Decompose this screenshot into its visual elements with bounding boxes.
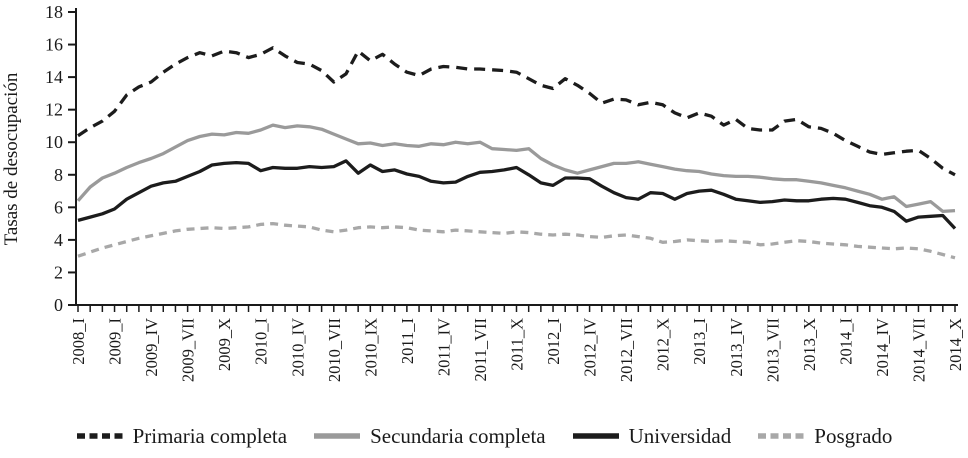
x-tick-label: 2010_I [252, 318, 271, 365]
legend-label-universidad: Universidad [628, 423, 732, 448]
legend-label-posgrado: Posgrado [814, 423, 893, 448]
series-line-posgrado [77, 221, 956, 260]
x-tick-label: 2009_I [106, 318, 125, 365]
chart-plot-area: 0 2 4 6 8 10 12 14 16 18 2008_I 2009_I 2009_IV 2009_… [1, 2, 965, 382]
y-axis: 0 2 4 6 8 10 12 14 16 18 [45, 2, 77, 315]
x-axis: 2008_I 2009_I 2009_IV 2009_VII 2009_X 2010_I 2… [69, 304, 965, 382]
x-tick-label: 2013_I [690, 318, 709, 365]
dashed-gray-line-sample [758, 433, 805, 439]
legend-label-secundaria: Secundaria completa [370, 423, 546, 448]
x-tick-label: 2012_IV [581, 318, 600, 377]
x-tick-label: 2012_VII [617, 318, 636, 382]
x-tick-label: 2010_VII [325, 318, 344, 382]
series-line-secundaria-completa [76, 123, 956, 214]
x-tick-label: 2014_I [836, 318, 855, 365]
y-tick-label: 2 [54, 262, 63, 282]
y-tick-label: 18 [45, 2, 63, 22]
x-tick-label: 2010_IV [288, 318, 307, 377]
legend-label-primaria: Primaria completa [132, 423, 288, 448]
legend-item-universidad: Universidad [572, 423, 732, 449]
y-tick-label: 8 [54, 165, 63, 185]
x-tick-label: 2013_X [800, 318, 819, 371]
x-tick-label: 2013_VII [763, 318, 782, 382]
y-tick-label: 10 [45, 132, 63, 152]
solid-gray-line-sample [314, 433, 361, 439]
series-line-primaria-completa [77, 46, 956, 177]
x-tick-label: 2011_X [508, 318, 527, 371]
x-tick-label: 2009_X [215, 318, 234, 371]
x-tick-label: 2012_I [544, 318, 563, 365]
x-tick-label: 2014_VII [909, 318, 928, 382]
x-tick-label: 2011_I [398, 318, 417, 364]
solid-black-line-sample [572, 433, 619, 439]
y-tick-label: 12 [45, 100, 63, 120]
legend-item-posgrado: Posgrado [757, 424, 892, 449]
x-tick-label: 2011_IV [434, 318, 453, 376]
x-tick-label: 2014_X [946, 318, 965, 371]
x-tick-label: 2008_I [69, 318, 88, 365]
dashed-black-line-sample [76, 433, 123, 439]
data-series-lines [76, 46, 957, 260]
x-tick-label: 2009_IV [142, 318, 161, 377]
y-axis-title: Tasas de desocupación [1, 72, 22, 245]
y-tick-label: 16 [45, 35, 63, 55]
x-tick-label: 2010_IX [361, 318, 380, 377]
y-tick-label: 14 [45, 67, 63, 87]
x-tick-label: 2011_VII [471, 318, 490, 382]
x-tick-label: 2013_IV [727, 318, 746, 377]
series-line-universidad [77, 159, 957, 230]
y-tick-label: 6 [54, 197, 63, 217]
x-tick-label: 2009_VII [179, 318, 198, 382]
x-tick-label: 2014_IV [873, 318, 892, 377]
y-tick-label: 0 [54, 295, 63, 315]
legend-item-primaria-completa: Primaria completa [76, 423, 288, 449]
y-tick-label: 4 [54, 230, 63, 250]
x-tick-label: 2012_X [654, 318, 673, 371]
legend-item-secundaria-completa: Secundaria completa [313, 424, 546, 449]
chart-legend: Primaria completa Secundaria completa Un… [0, 414, 968, 458]
